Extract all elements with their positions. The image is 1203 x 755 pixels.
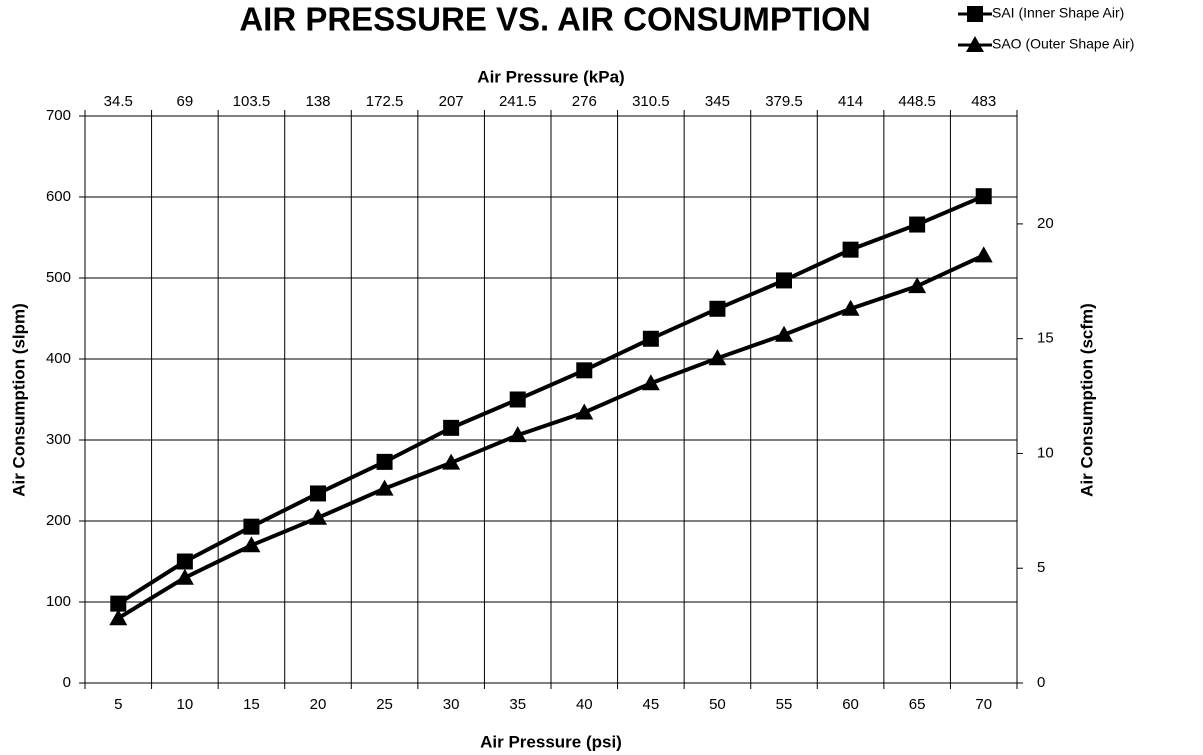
- x-tick-label: 55: [776, 696, 793, 713]
- data-point: [974, 246, 993, 263]
- data-point: [508, 426, 527, 443]
- x2-tick-label: 276: [572, 93, 597, 110]
- x2-tick-label: 241.5: [499, 93, 537, 110]
- legend-label: SAO (Outer Shape Air): [992, 36, 1134, 52]
- data-point: [975, 188, 992, 205]
- x-tick-label: 60: [842, 696, 859, 713]
- data-point: [309, 508, 327, 525]
- y2-tick-label: 5: [1037, 559, 1045, 576]
- data-point: [776, 272, 792, 289]
- data-point: [310, 485, 326, 502]
- x-tick-label: 25: [376, 696, 393, 713]
- data-point: [243, 518, 260, 535]
- x2-tick-label: 379.5: [765, 93, 803, 110]
- data-point: [442, 453, 461, 470]
- x2-axis-title: Air Pressure (kPa): [477, 67, 624, 86]
- x2-tick-label: 207: [439, 93, 464, 110]
- data-point: [575, 403, 594, 420]
- x-tick-label: 5: [114, 696, 122, 713]
- y-tick-label: 0: [63, 674, 71, 691]
- x2-tick-label: 172.5: [366, 93, 404, 110]
- y-tick-label: 500: [46, 269, 71, 286]
- data-point: [109, 609, 128, 626]
- chart-title: AIR PRESSURE VS. AIR CONSUMPTION: [239, 1, 870, 38]
- y2-tick-label: 20: [1037, 215, 1054, 232]
- x-tick-label: 20: [310, 696, 327, 713]
- x-tick-label: 70: [975, 696, 992, 713]
- series-line: [117, 194, 985, 606]
- data-point: [842, 241, 859, 258]
- data-point: [375, 479, 394, 496]
- y-tick-label: 400: [46, 350, 71, 367]
- x-tick-label: 40: [576, 696, 593, 713]
- data-point: [110, 595, 127, 612]
- data-point: [576, 362, 593, 379]
- data-point: [641, 374, 660, 391]
- y-tick-label: 200: [46, 512, 71, 529]
- y2-tick-label: 0: [1037, 674, 1045, 691]
- data-point: [509, 391, 526, 408]
- y-tick-label: 100: [46, 593, 71, 610]
- x2-tick-label: 345: [705, 93, 730, 110]
- x2-tick-label: 414: [838, 93, 863, 110]
- x-tick-label: 30: [443, 696, 460, 713]
- x-tick-label: 35: [509, 696, 526, 713]
- data-point: [841, 299, 860, 316]
- legend-label: SAI (Inner Shape Air): [992, 5, 1124, 21]
- x2-tick-label: 310.5: [632, 93, 670, 110]
- data-point: [642, 330, 659, 347]
- x2-tick-label: 483: [971, 93, 996, 110]
- y-axis-title: Air Consumption (slpm): [9, 303, 28, 497]
- data-point: [175, 568, 194, 585]
- data-point: [443, 419, 460, 436]
- x2-tick-label: 34.5: [104, 93, 133, 110]
- x2-tick-label: 138: [305, 93, 330, 110]
- legend-marker: [967, 6, 983, 22]
- data-point: [708, 349, 727, 366]
- y-tick-label: 300: [46, 431, 71, 448]
- data-point: [376, 453, 393, 470]
- x2-tick-label: 69: [177, 93, 194, 110]
- x2-tick-label: 448.5: [898, 93, 936, 110]
- y2-axis-title: Air Consumption (scfm): [1077, 303, 1096, 497]
- legend-marker: [966, 36, 984, 52]
- x-tick-label: 10: [177, 696, 194, 713]
- x-axis-title: Air Pressure (psi): [480, 732, 622, 751]
- plot-frame: [84, 115, 1018, 684]
- data-point: [176, 553, 193, 570]
- x-tick-label: 15: [243, 696, 260, 713]
- data-point: [909, 216, 926, 233]
- y-tick-label: 700: [46, 107, 71, 124]
- data-point: [775, 325, 793, 342]
- x-tick-label: 45: [643, 696, 660, 713]
- y2-tick-label: 15: [1037, 330, 1054, 347]
- x2-tick-label: 103.5: [233, 93, 271, 110]
- x-tick-label: 65: [909, 696, 926, 713]
- data-point: [709, 300, 726, 317]
- y2-tick-label: 10: [1037, 444, 1054, 461]
- data-point: [242, 536, 261, 553]
- y-tick-label: 600: [46, 188, 71, 205]
- series-line: [117, 253, 985, 620]
- data-point: [908, 277, 927, 294]
- x-tick-label: 50: [709, 696, 726, 713]
